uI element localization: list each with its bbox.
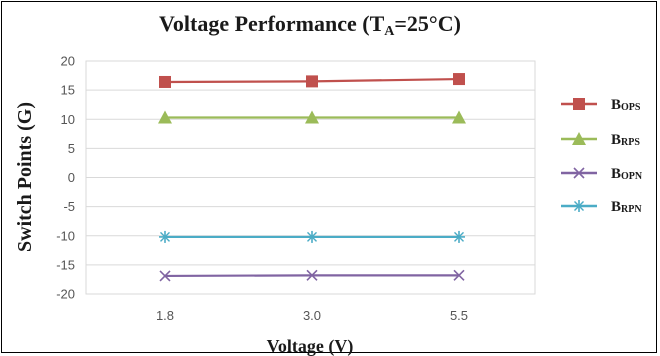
y-tick-label: -10 (56, 228, 75, 243)
legend-label-main: B (611, 166, 621, 182)
y-tick-label: 15 (61, 83, 75, 98)
data-point-opn (159, 270, 171, 282)
gridlines (86, 60, 535, 295)
marker-stroke (307, 231, 317, 242)
legend-item-rps: BRPS (561, 132, 640, 148)
x-tick-label: 5.5 (450, 308, 468, 323)
y-tick-label: 10 (61, 112, 75, 127)
legend-marker (573, 200, 585, 212)
legend-item-opn: BOPN (561, 166, 643, 182)
legend-label-subscript: OPS (621, 102, 641, 113)
y-axis-label: Switch Points (G) (14, 102, 36, 252)
legend-label-subscript: RPN (621, 204, 642, 215)
y-tick-labels: 20 15 10 5 0 -5 -10 -15 -20 (56, 54, 75, 302)
chart-title-subscript: A (384, 24, 395, 39)
marker-stroke (453, 269, 465, 281)
y-tick-label: -20 (56, 287, 75, 302)
series-group (158, 73, 466, 282)
y-tick-label: -15 (56, 257, 75, 272)
data-point-opn (453, 269, 465, 281)
marker-stroke (306, 269, 318, 281)
legend-label-main: B (611, 132, 621, 148)
data-point-rps (158, 110, 172, 124)
legend-label-rps: BRPS (611, 132, 640, 148)
x-tick-labels: 1.8 3.0 5.5 (156, 308, 468, 323)
legend-label-main: B (611, 199, 621, 215)
data-point-opn (306, 269, 318, 281)
chart-title-main: Voltage Performance (T (159, 11, 385, 36)
data-point-rpn (453, 230, 465, 243)
legend-item-rpn: BRPN (561, 199, 642, 215)
data-point-ops (159, 75, 171, 88)
marker-stroke (159, 270, 171, 282)
marker-stroke (573, 167, 585, 179)
data-point-rpn (159, 230, 171, 243)
data-point-rpn (306, 230, 318, 243)
legend-item-ops: BOPS (561, 97, 641, 113)
legend-label-subscript: OPN (621, 171, 643, 182)
x-axis-label: Voltage (V) (267, 336, 354, 356)
series-rps (158, 110, 466, 124)
legend-marker (572, 132, 586, 145)
legend-label-main: B (611, 97, 621, 113)
series-opn (159, 269, 465, 282)
legend-label-rpn: BRPN (611, 199, 642, 215)
chart-title-rest: =25°C) (394, 11, 461, 36)
marker-stroke (574, 201, 584, 211)
y-tick-label: -5 (63, 199, 75, 214)
series-rpn (159, 230, 465, 243)
marker-stroke (160, 231, 170, 242)
data-point-rps (452, 110, 466, 124)
y-tick-label: 0 (68, 170, 75, 185)
data-point-ops (453, 73, 465, 86)
legend-label-subscript: RPS (621, 137, 640, 148)
legend-label-opn: BOPN (611, 166, 643, 182)
y-tick-label: 20 (61, 54, 75, 69)
y-tick-label: 5 (68, 141, 75, 156)
marker-stroke (454, 231, 464, 242)
x-tick-label: 1.8 (156, 308, 174, 323)
legend-label-ops: BOPS (611, 97, 641, 113)
data-point-ops (306, 75, 318, 88)
chart-title: Voltage Performance (TA=25°C) (159, 11, 461, 39)
data-point-rps (305, 110, 319, 124)
series-ops (159, 73, 465, 88)
x-tick-label: 3.0 (303, 308, 321, 323)
legend-marker (573, 98, 585, 110)
legend-marker (573, 167, 585, 179)
